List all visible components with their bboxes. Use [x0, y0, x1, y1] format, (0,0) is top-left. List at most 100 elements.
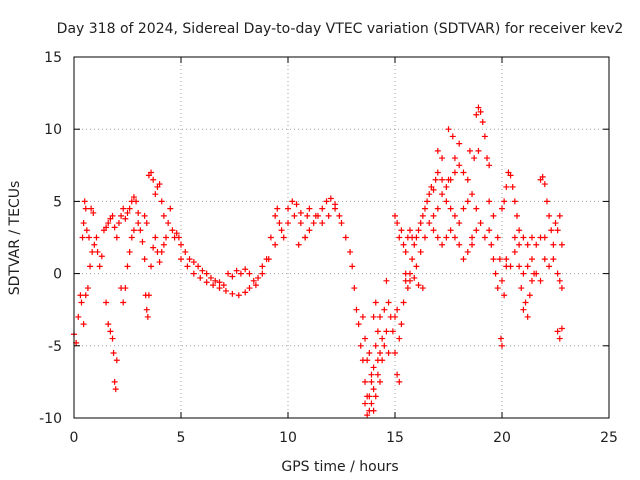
data-point — [259, 270, 266, 277]
data-point — [430, 227, 437, 234]
data-point — [105, 321, 112, 328]
data-point — [413, 234, 420, 241]
data-point — [109, 335, 116, 342]
data-point — [531, 270, 538, 277]
data-point — [396, 234, 403, 241]
data-point — [182, 248, 189, 255]
data-point — [424, 198, 431, 205]
data-point — [381, 306, 388, 313]
data-point — [120, 299, 127, 306]
data-point — [447, 227, 454, 234]
data-point — [237, 270, 244, 277]
data-point — [139, 238, 146, 245]
data-point — [122, 215, 129, 222]
data-point — [443, 183, 450, 190]
data-point — [148, 169, 155, 176]
data-point — [490, 212, 497, 219]
data-point — [216, 279, 223, 286]
data-point — [325, 212, 332, 219]
data-point — [167, 205, 174, 212]
data-point — [445, 126, 452, 133]
data-point — [246, 285, 253, 292]
data-point — [141, 212, 148, 219]
data-point — [128, 234, 135, 241]
data-point — [490, 256, 497, 263]
data-point — [124, 263, 131, 270]
data-point — [122, 285, 129, 292]
data-point — [96, 263, 103, 270]
data-point — [475, 147, 482, 154]
data-point — [501, 198, 508, 205]
data-point — [473, 205, 480, 212]
data-point — [533, 241, 540, 248]
data-point — [466, 147, 473, 154]
data-point — [374, 328, 381, 335]
data-point — [499, 342, 505, 349]
data-point — [319, 205, 326, 212]
data-point — [389, 328, 396, 335]
data-point — [394, 220, 401, 227]
data-point — [366, 393, 373, 400]
data-point — [255, 274, 262, 281]
data-point — [383, 277, 390, 284]
data-point — [417, 248, 424, 255]
data-point — [464, 198, 471, 205]
data-point — [379, 335, 386, 342]
data-point — [432, 176, 439, 183]
y-tick-label: -10 — [39, 411, 62, 427]
data-point — [392, 350, 398, 357]
data-point — [451, 155, 458, 162]
data-point — [370, 364, 377, 371]
data-point — [400, 241, 407, 248]
data-point — [377, 378, 384, 385]
data-point — [165, 220, 172, 227]
data-point — [415, 282, 422, 289]
data-point — [439, 155, 446, 162]
data-point — [210, 282, 217, 289]
data-point — [81, 198, 88, 205]
data-point — [145, 292, 152, 299]
data-point — [304, 212, 311, 219]
data-point — [368, 371, 375, 378]
data-point — [518, 285, 525, 292]
data-point — [186, 256, 193, 263]
data-point — [528, 234, 535, 241]
data-point — [173, 230, 180, 237]
data-point — [220, 282, 227, 289]
data-point — [141, 256, 148, 263]
data-point — [289, 198, 296, 205]
data-point — [396, 335, 403, 342]
data-point — [169, 227, 176, 234]
y-tick-label: -5 — [48, 339, 62, 355]
data-point — [355, 321, 362, 328]
data-point — [460, 169, 467, 176]
data-point — [77, 292, 84, 299]
data-point — [184, 263, 191, 270]
plot-frame — [73, 56, 610, 419]
data-point — [291, 212, 298, 219]
data-point — [293, 201, 300, 208]
data-point — [351, 285, 358, 292]
data-point — [203, 279, 210, 286]
data-point — [507, 172, 514, 179]
data-point — [469, 241, 476, 248]
data-point — [327, 195, 334, 202]
data-point — [353, 306, 360, 313]
data-point — [417, 220, 424, 227]
data-point — [520, 270, 527, 277]
data-point — [550, 241, 557, 248]
data-point — [469, 191, 476, 198]
data-point — [554, 328, 561, 335]
data-point — [419, 212, 426, 219]
data-point — [87, 263, 94, 270]
data-point — [272, 212, 279, 219]
data-point — [543, 198, 550, 205]
data-point — [409, 256, 416, 263]
data-point — [156, 181, 163, 188]
x-tick-label: 15 — [386, 430, 404, 446]
y-tick-label: 15 — [44, 50, 62, 66]
data-point — [143, 220, 150, 227]
data-points — [71, 104, 565, 419]
data-point — [135, 209, 142, 216]
